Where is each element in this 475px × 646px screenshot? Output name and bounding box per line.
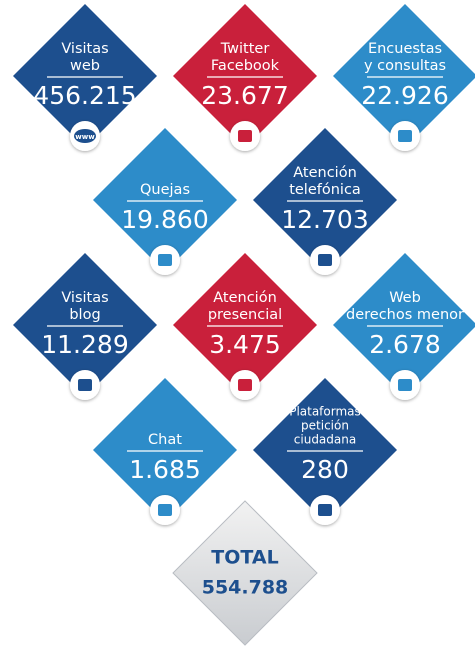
icon [74,129,96,143]
tile-value: 1.685 [129,455,201,484]
icon [158,504,172,516]
icon [158,254,172,266]
icon [318,504,332,516]
tile-label: y consultas [364,58,446,74]
icon [238,379,252,391]
tile-label: petición [301,419,349,433]
tile-value: 456.215 [33,81,136,110]
tile-value: 11.289 [41,330,128,359]
tile-label: derechos menor [346,307,464,323]
icon [398,379,412,391]
diamond [333,253,475,397]
icon-text: www [75,133,95,141]
diamond [253,128,397,272]
tile-label: ciudadana [294,433,356,447]
diamond [173,4,317,148]
tile: Quejas 19.860 [93,128,237,275]
icon [78,379,92,391]
tile-value: 12.703 [281,205,368,234]
tile-value: 19.860 [121,205,208,234]
icon [318,254,332,266]
total-label: TOTAL [211,547,278,569]
tile-label: telefónica [289,182,361,198]
tile-label: blog [69,307,100,323]
diamond [93,128,237,272]
tile-label: Quejas [140,182,190,198]
diamond [13,4,157,148]
tile-label: Chat [148,432,182,448]
tile-label: Web [389,290,421,306]
tile-value: 23.677 [201,81,288,110]
tile-label: Visitas [61,290,108,306]
tile-value: 2.678 [369,330,441,359]
total-shape [172,500,318,646]
diamond [333,4,475,148]
total-diamond: TOTAL 554.788 [172,500,318,646]
tile-label: Atención [213,290,277,306]
tile-label: Facebook [211,58,280,74]
tile-label: Visitas [61,41,108,57]
tile-value: 3.475 [209,330,281,359]
diamond [13,253,157,397]
tile-value: 280 [301,455,349,484]
tile-label: Twitter [220,41,270,57]
icon [398,130,412,142]
icon [238,130,252,142]
tile-value: 22.926 [361,81,448,110]
diamond [93,378,237,522]
tile-label: Encuestas [368,41,442,57]
tile-label: Atención [293,165,357,181]
diamond [173,253,317,397]
diamond [253,378,397,522]
tile: Chat 1.685 [93,378,237,525]
tile-label: Plataformas [289,405,361,419]
total-value: 554.788 [202,577,289,599]
tile-label: web [70,58,100,74]
tile-label: presencial [208,307,282,323]
